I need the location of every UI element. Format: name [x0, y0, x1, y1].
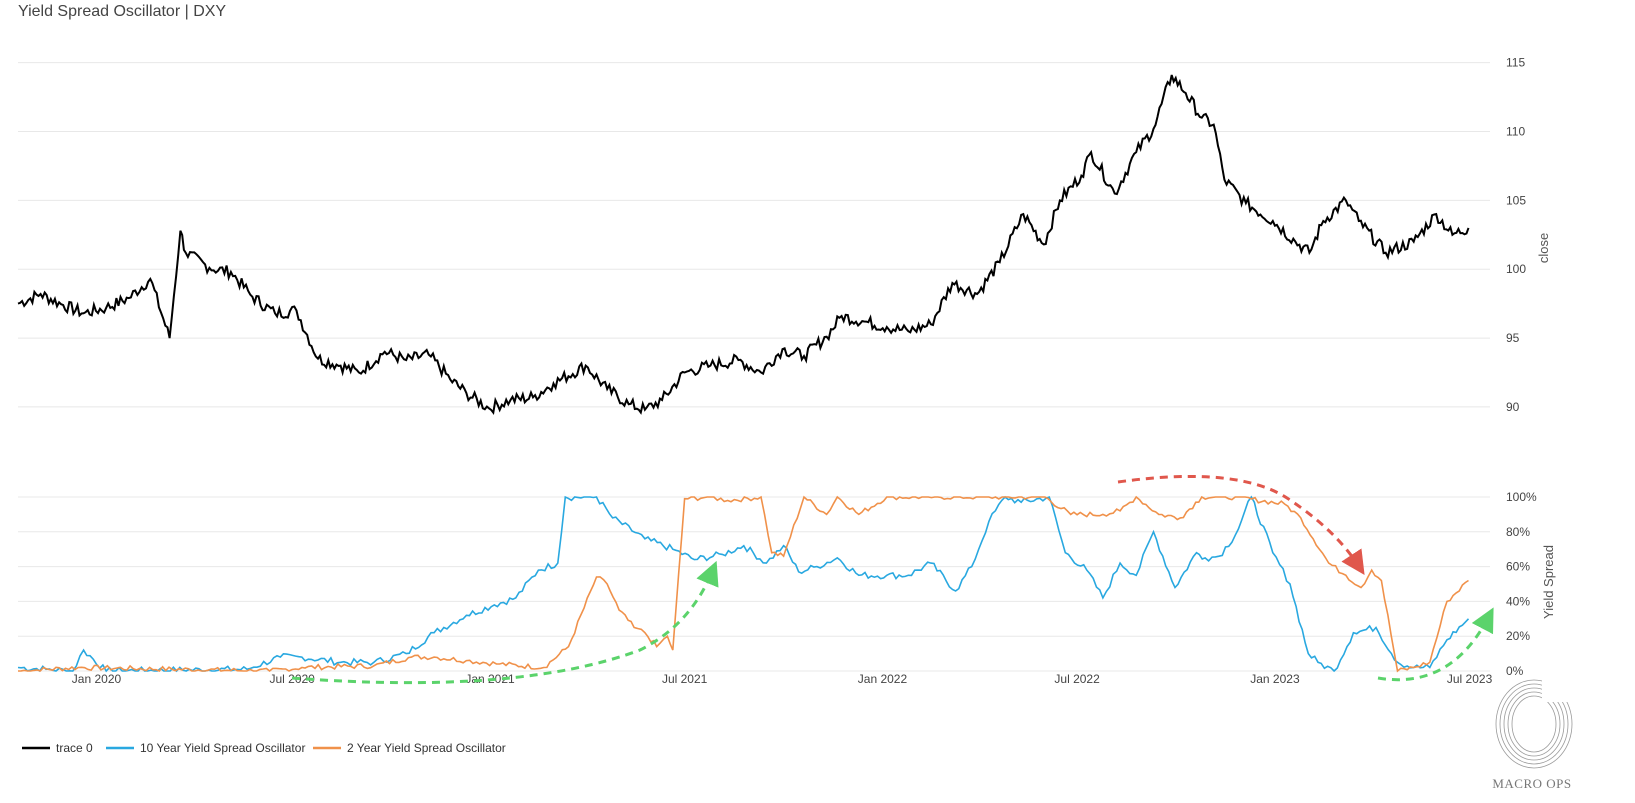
series-lines [17, 74, 1470, 673]
x-tick-label: Jul 2021 [662, 672, 708, 686]
series-line-10y [17, 495, 1470, 673]
legend-item[interactable]: trace 0 [22, 741, 93, 755]
top-y-axis-title: close [1536, 233, 1551, 263]
annotation-arrows [291, 474, 1494, 685]
top-y-tick-label: 105 [1506, 193, 1526, 207]
macro-ops-logo-icon [1495, 672, 1582, 769]
x-tick-label: Jul 2022 [1054, 672, 1100, 686]
bottom-y-tick-label: 0% [1506, 664, 1524, 678]
legend-item[interactable]: 10 Year Yield Spread Oscillator [106, 741, 305, 755]
legend[interactable]: trace 0 10 Year Yield Spread Oscillator 2 … [22, 741, 506, 755]
bottom-grid [18, 496, 1490, 672]
tick-labels: 90 95 100 105 110 115 0% 20% 40% 60% 80% 100% Jan 20… [72, 56, 1537, 686]
bottom-y-tick-label: 20% [1506, 629, 1530, 643]
bottom-y-tick-label: 80% [1506, 525, 1530, 539]
x-tick-label: Jul 2023 [1447, 672, 1493, 686]
bottom-y-axis-title: Yield Spread [1541, 545, 1556, 619]
bottom-y-tick-label: 100% [1506, 490, 1537, 504]
bottom-y-tick-label: 40% [1506, 594, 1530, 608]
logo-text: MACRO OPS [1492, 776, 1572, 791]
legend-label: 2 Year Yield Spread Oscillator [347, 741, 506, 755]
legend-item[interactable]: 2 Year Yield Spread Oscillator [313, 741, 506, 755]
top-grid [18, 62, 1490, 408]
top-y-tick-label: 95 [1506, 331, 1520, 345]
top-y-tick-label: 100 [1506, 262, 1526, 276]
green-arrow-right [1377, 607, 1494, 682]
x-tick-label: Jan 2023 [1250, 672, 1300, 686]
series-line-2y [17, 495, 1469, 673]
x-tick-label: Jan 2020 [72, 672, 122, 686]
bottom-y-tick-label: 60% [1506, 560, 1530, 574]
top-y-tick-label: 115 [1506, 56, 1525, 70]
top-y-tick-label: 110 [1506, 125, 1525, 139]
legend-label: trace 0 [56, 741, 93, 755]
x-tick-label: Jan 2022 [858, 672, 908, 686]
series-line-trace-0 [17, 74, 1470, 415]
green-arrow-left [291, 560, 719, 685]
top-y-tick-label: 90 [1506, 400, 1520, 414]
legend-label: 10 Year Yield Spread Oscillator [140, 741, 305, 755]
red-arrow [1117, 474, 1365, 576]
chart-title: Yield Spread Oscillator | DXY [18, 3, 227, 20]
